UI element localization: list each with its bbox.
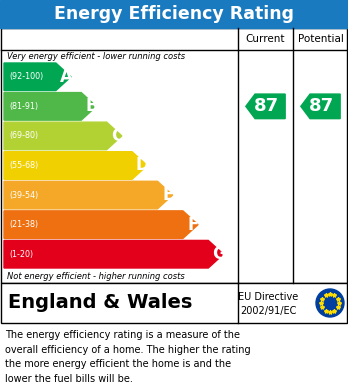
Text: Energy Efficiency Rating: Energy Efficiency Rating bbox=[54, 5, 294, 23]
Text: (39-54): (39-54) bbox=[9, 190, 38, 199]
Text: Current: Current bbox=[246, 34, 285, 44]
Bar bbox=[0, 0, 348, 28]
Circle shape bbox=[316, 289, 344, 317]
Polygon shape bbox=[4, 63, 71, 91]
Text: E: E bbox=[163, 186, 174, 204]
Text: Not energy efficient - higher running costs: Not energy efficient - higher running co… bbox=[7, 272, 185, 281]
Text: (1-20): (1-20) bbox=[9, 250, 33, 259]
Text: Potential: Potential bbox=[298, 34, 343, 44]
Text: 87: 87 bbox=[309, 97, 334, 115]
Text: D: D bbox=[136, 156, 150, 174]
Text: (55-68): (55-68) bbox=[9, 161, 38, 170]
Polygon shape bbox=[4, 122, 122, 150]
Polygon shape bbox=[4, 240, 223, 268]
Text: F: F bbox=[188, 216, 199, 234]
Polygon shape bbox=[4, 181, 173, 209]
Polygon shape bbox=[4, 93, 96, 120]
Text: (69-80): (69-80) bbox=[9, 131, 38, 140]
Text: (81-91): (81-91) bbox=[9, 102, 38, 111]
Polygon shape bbox=[4, 152, 147, 179]
Text: G: G bbox=[212, 245, 226, 263]
Text: (21-38): (21-38) bbox=[9, 220, 38, 229]
Text: EU Directive: EU Directive bbox=[238, 292, 298, 302]
Text: Very energy efficient - lower running costs: Very energy efficient - lower running co… bbox=[7, 52, 185, 61]
Text: C: C bbox=[111, 127, 124, 145]
Bar bbox=[1, 28, 347, 283]
Text: B: B bbox=[86, 97, 98, 115]
Bar bbox=[1, 283, 347, 323]
Text: 87: 87 bbox=[254, 97, 279, 115]
Text: A: A bbox=[60, 68, 73, 86]
Polygon shape bbox=[246, 94, 285, 118]
Text: The energy efficiency rating is a measure of the
overall efficiency of a home. T: The energy efficiency rating is a measur… bbox=[5, 330, 251, 384]
Text: (92-100): (92-100) bbox=[9, 72, 43, 81]
Text: England & Wales: England & Wales bbox=[8, 294, 192, 312]
Text: 2002/91/EC: 2002/91/EC bbox=[240, 306, 296, 316]
Polygon shape bbox=[301, 94, 340, 118]
Polygon shape bbox=[4, 211, 198, 239]
